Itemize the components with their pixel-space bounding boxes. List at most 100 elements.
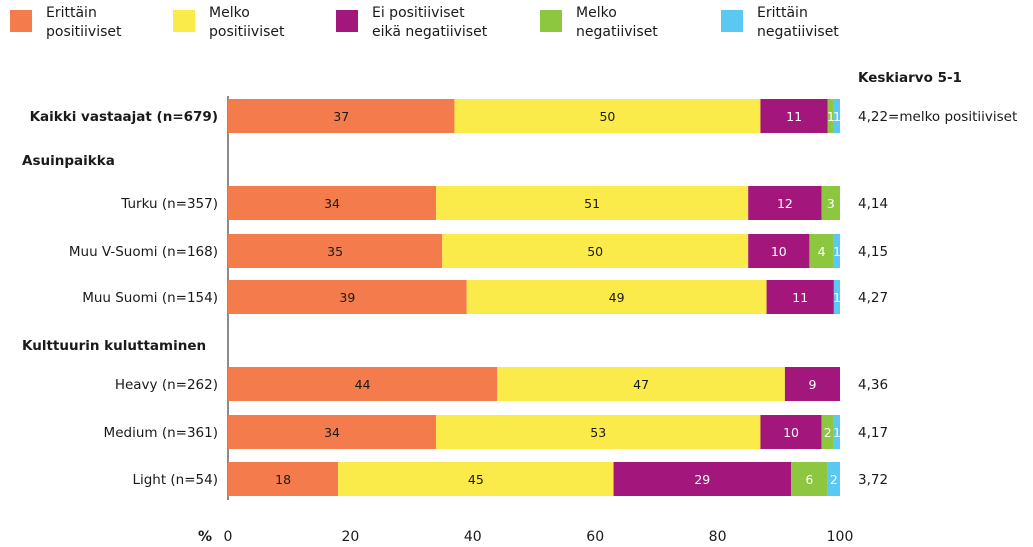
bar-segment-fairly_positive xyxy=(497,367,785,401)
bar-value-label: 1 xyxy=(833,290,841,305)
bar-segment-neutral xyxy=(766,280,834,314)
bar-value-label: 1 xyxy=(833,425,841,440)
bar-segment-fairly_negative xyxy=(821,186,840,220)
bar-segment-neutral xyxy=(760,99,828,133)
mean-value: 3,72 xyxy=(858,472,888,488)
legend-label-very_negative: negatiiviset xyxy=(757,24,839,40)
legend-label-fairly_positive: positiiviset xyxy=(209,24,285,40)
bar-value-label: 10 xyxy=(783,425,799,440)
bar-segment-very_negative xyxy=(833,280,840,314)
row-label: Turku (n=357) xyxy=(120,196,218,212)
bar-value-label: 1 xyxy=(833,109,841,124)
bar-value-label: 51 xyxy=(584,196,600,211)
mean-value: 4,17 xyxy=(858,425,888,441)
bar-value-label: 6 xyxy=(805,472,813,487)
legend-swatch-neutral xyxy=(336,10,358,32)
bar-segment-fairly_positive xyxy=(436,186,749,220)
bar-value-label: 11 xyxy=(786,109,802,124)
bar-segment-neutral xyxy=(760,415,822,449)
bar-segment-very_positive xyxy=(228,367,498,401)
bar-value-label: 49 xyxy=(609,290,625,305)
bar-value-label: 37 xyxy=(333,109,349,124)
bar-segment-very_negative xyxy=(833,234,840,268)
row-label: Muu Suomi (n=154) xyxy=(82,290,218,306)
row-label: Light (n=54) xyxy=(132,472,218,488)
bar-value-label: 1 xyxy=(827,109,835,124)
x-tick-label: 80 xyxy=(709,529,727,545)
bar-value-label: 50 xyxy=(587,244,603,259)
x-tick-label: 0 xyxy=(224,529,233,545)
bar-value-label: 2 xyxy=(824,425,832,440)
x-tick-label: 20 xyxy=(341,529,359,545)
legend-label-fairly_negative: Melko xyxy=(576,5,617,21)
legend-label-very_positive: Erittäin xyxy=(46,5,97,21)
bar-segment-very_negative xyxy=(827,462,840,496)
bar-segment-fairly_positive xyxy=(454,99,761,133)
bar-value-label: 44 xyxy=(355,377,371,392)
mean-value: 4,27 xyxy=(858,290,888,306)
x-tick-label: 60 xyxy=(586,529,604,545)
legend-swatch-very_negative xyxy=(721,10,743,32)
bar-value-label: 1 xyxy=(833,244,841,259)
bar-value-label: 29 xyxy=(694,472,710,487)
bar-value-label: 34 xyxy=(324,425,340,440)
bar-value-label: 34 xyxy=(324,196,340,211)
bar-value-label: 35 xyxy=(327,244,343,259)
bar-segment-fairly_negative xyxy=(827,99,834,133)
bar-segment-very_positive xyxy=(228,234,443,268)
legend-swatch-fairly_negative xyxy=(540,10,562,32)
mean-value: 4,14 xyxy=(858,196,888,212)
bar-value-label: 3 xyxy=(827,196,835,211)
bar-value-label: 4 xyxy=(818,244,826,259)
row-label: Kaikki vastaajat (n=679) xyxy=(30,109,218,125)
bar-value-label: 50 xyxy=(599,109,615,124)
bar-segment-neutral xyxy=(613,462,792,496)
bar-value-label: 18 xyxy=(275,472,291,487)
bar-segment-very_negative xyxy=(833,415,840,449)
bar-segment-very_positive xyxy=(228,462,339,496)
row-label: Heavy (n=262) xyxy=(115,377,218,393)
legend-label-neutral: eikä negatiiviset xyxy=(372,24,488,40)
mean-column-header: Keskiarvo 5-1 xyxy=(858,70,962,86)
legend-swatch-very_positive xyxy=(10,10,32,32)
bar-segment-neutral xyxy=(748,186,822,220)
bar-segment-neutral xyxy=(784,367,840,401)
mean-value: 4,22=melko positiiviset xyxy=(858,109,1017,125)
legend-label-neutral: Ei positiiviset xyxy=(372,5,465,21)
legend-label-fairly_negative: negatiiviset xyxy=(576,24,658,40)
bar-segment-very_positive xyxy=(228,99,455,133)
bar-value-label: 53 xyxy=(590,425,606,440)
bar-value-label: 12 xyxy=(777,196,793,211)
bar-segment-fairly_positive xyxy=(436,415,761,449)
bar-segment-very_positive xyxy=(228,415,437,449)
bar-segment-very_positive xyxy=(228,280,467,314)
row-label: Muu V-Suomi (n=168) xyxy=(69,244,218,260)
mean-value: 4,36 xyxy=(858,377,888,393)
bar-value-label: 2 xyxy=(830,472,838,487)
bar-value-label: 9 xyxy=(808,377,816,392)
legend-swatch-fairly_positive xyxy=(173,10,195,32)
bar-value-label: 39 xyxy=(339,290,355,305)
bar-value-label: 11 xyxy=(792,290,808,305)
group-label: Asuinpaikka xyxy=(22,153,115,169)
bar-value-label: 10 xyxy=(771,244,787,259)
x-tick-label: 40 xyxy=(464,529,482,545)
mean-value: 4,15 xyxy=(858,244,888,260)
bar-value-label: 45 xyxy=(468,472,484,487)
bar-segment-fairly_positive xyxy=(338,462,614,496)
bar-segment-fairly_negative xyxy=(809,234,834,268)
legend-label-fairly_positive: Melko xyxy=(209,5,250,21)
bar-segment-fairly_positive xyxy=(442,234,749,268)
row-label: Medium (n=361) xyxy=(104,425,218,441)
x-unit-label: % xyxy=(198,529,212,545)
bar-segment-fairly_positive xyxy=(466,280,767,314)
legend-label-very_positive: positiiviset xyxy=(46,24,122,40)
x-tick-label: 100 xyxy=(827,529,854,545)
bar-value-label: 47 xyxy=(633,377,649,392)
bar-segment-neutral xyxy=(748,234,810,268)
legend-label-very_negative: Erittäin xyxy=(757,5,808,21)
bar-segment-fairly_negative xyxy=(791,462,828,496)
bar-segment-fairly_negative xyxy=(821,415,834,449)
bar-segment-very_positive xyxy=(228,186,437,220)
